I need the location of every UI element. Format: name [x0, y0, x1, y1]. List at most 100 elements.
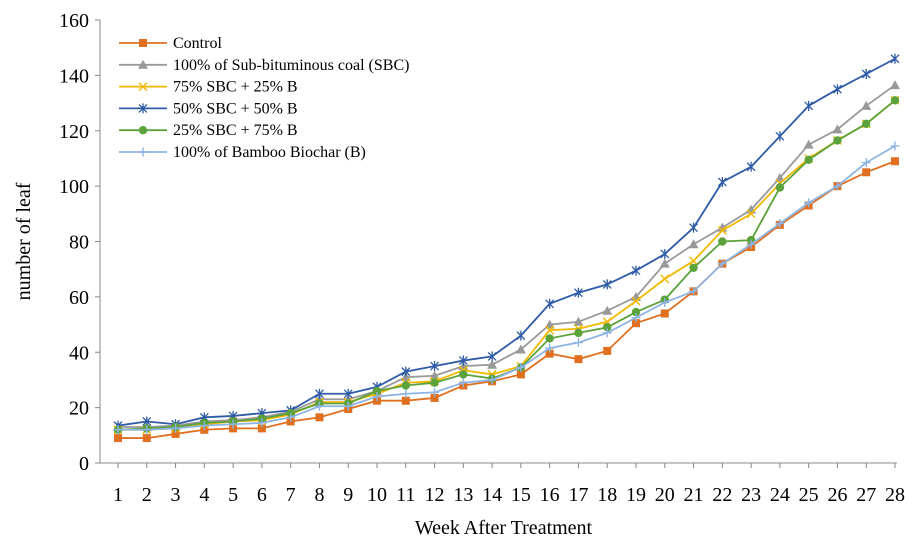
- x-tick-label: 17: [568, 484, 588, 506]
- legend-label: 25% SBC + 75% B: [173, 122, 298, 139]
- y-tick-label: 100: [59, 176, 89, 198]
- data-point: [775, 219, 785, 229]
- data-point: [545, 334, 554, 343]
- data-point: [544, 319, 555, 329]
- data-point: [832, 124, 843, 134]
- data-point: [804, 155, 813, 165]
- y-tick-label: 20: [69, 398, 89, 420]
- data-point: [861, 158, 871, 168]
- x-tick-label: 1: [113, 484, 123, 506]
- x-tick-label: 13: [453, 484, 473, 506]
- data-point: [631, 265, 641, 276]
- data-point: [803, 139, 814, 149]
- y-tick-label: 120: [59, 121, 89, 143]
- data-point: [487, 375, 497, 385]
- legend-marker: [138, 147, 148, 157]
- legend-item: 100% of Sub-bituminous coal (SBC): [119, 57, 409, 74]
- data-point: [573, 338, 583, 348]
- x-tick-label: 24: [770, 484, 790, 506]
- data-point: [545, 349, 554, 358]
- x-tick-label: 12: [425, 484, 445, 506]
- data-point: [171, 423, 181, 433]
- data-point: [343, 401, 353, 411]
- x-tick-label: 22: [712, 484, 732, 506]
- data-point: [458, 378, 468, 388]
- x-tick-label: 18: [597, 484, 617, 506]
- data-point: [315, 413, 324, 422]
- data-point: [199, 421, 209, 431]
- x-tick-label: 23: [741, 484, 761, 506]
- legend-label: 100% of Bamboo Biochar (B): [173, 144, 366, 161]
- data-point: [573, 316, 584, 326]
- data-point: [372, 386, 382, 396]
- legend: Control 100% of Sub-bituminous coal (SBC)…: [119, 35, 409, 161]
- legend-item: 50% SBC + 50% B: [119, 100, 298, 117]
- data-point: [660, 274, 670, 284]
- data-point: [372, 392, 382, 402]
- x-tick-label: 10: [367, 484, 387, 506]
- data-point: [545, 325, 555, 335]
- legend-item: 100% of Bamboo Biochar (B): [119, 144, 366, 161]
- data-point: [429, 370, 440, 380]
- data-point: [688, 239, 699, 249]
- data-point: [574, 355, 583, 364]
- legend-item: 25% SBC + 75% B: [119, 122, 298, 139]
- data-point: [487, 351, 497, 362]
- y-tick-label: 80: [69, 232, 89, 254]
- data-point: [430, 393, 439, 402]
- x-tick-label: 4: [199, 484, 209, 506]
- data-point: [891, 157, 899, 166]
- x-tick-label: 3: [171, 484, 181, 506]
- legend-item: 75% SBC + 25% B: [119, 79, 298, 96]
- x-tick-label: 14: [482, 484, 502, 506]
- data-point: [603, 346, 612, 355]
- x-tick-label: 2: [142, 484, 152, 506]
- x-tick-label: 19: [626, 484, 646, 506]
- y-tick-label: 140: [59, 65, 89, 87]
- legend-item: Control: [119, 35, 222, 52]
- data-point: [314, 401, 324, 411]
- data-point: [459, 370, 468, 379]
- data-point: [774, 172, 785, 182]
- data-point: [746, 161, 756, 172]
- data-point: [545, 298, 555, 309]
- data-point: [602, 328, 612, 338]
- legend-label: 50% SBC + 50% B: [173, 100, 298, 117]
- data-point: [804, 198, 814, 208]
- data-point: [689, 222, 699, 233]
- data-point: [631, 296, 641, 306]
- data-point: [746, 209, 756, 219]
- data-point: [257, 418, 267, 428]
- legend-label: 75% SBC + 25% B: [173, 79, 298, 96]
- data-point: [717, 225, 727, 235]
- series-1: [114, 157, 899, 443]
- y-axis-title: number of leaf: [13, 182, 35, 300]
- data-point: [890, 80, 900, 90]
- y-tick-label: 60: [69, 287, 89, 309]
- data-point: [487, 359, 498, 369]
- data-point: [602, 305, 613, 315]
- data-point: [718, 237, 727, 246]
- x-tick-label: 26: [827, 484, 847, 506]
- x-tick-label: 25: [799, 484, 819, 506]
- series-line: [118, 84, 896, 428]
- data-point: [631, 307, 641, 317]
- series-6: [113, 141, 900, 435]
- y-tick-label: 160: [59, 10, 89, 32]
- data-point: [516, 370, 525, 379]
- y-tick-label: 0: [79, 453, 89, 475]
- data-point: [689, 286, 699, 296]
- x-tick-label: 16: [540, 484, 560, 506]
- x-tick-label: 20: [655, 484, 675, 506]
- series-line: [118, 160, 896, 439]
- data-point: [832, 181, 842, 191]
- legend-label: 100% of Sub-bituminous coal (SBC): [173, 57, 409, 74]
- x-tick-label: 11: [396, 484, 415, 506]
- legend-marker: [139, 39, 147, 47]
- data-point: [631, 313, 641, 323]
- legend-marker: [138, 103, 148, 114]
- data-point: [430, 387, 440, 397]
- data-point: [689, 256, 699, 266]
- data-point: [775, 183, 785, 192]
